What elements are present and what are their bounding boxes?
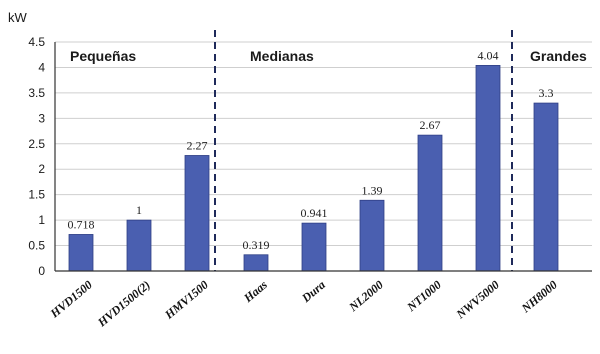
data-label: 0.941 [301,206,328,220]
bar [126,219,152,272]
bar [184,155,210,272]
y-tick-label: 3.5 [28,86,45,100]
y-tick-label: 3 [38,111,45,125]
y-tick-label: 2 [38,162,45,176]
x-tick-label: Haas [240,277,270,305]
bar [359,199,385,272]
bar [533,102,559,272]
data-label: 0.718 [68,217,95,231]
group-dividers [214,30,513,271]
bar [301,222,327,272]
bars [68,65,559,272]
x-tick-label: HVD1500(2) [94,278,153,331]
data-labels: 0.718 1 2.27 0.319 0.941 1.39 2.67 4.04 3.3 [68,48,554,251]
x-tick-label: NL2000 [346,278,386,315]
y-tick-label: 1 [38,213,45,227]
group-label: Medianas [250,48,314,64]
y-tick-label: 4 [38,60,45,74]
unit-label: kW [8,10,28,25]
y-tick-label: 2.5 [28,137,45,151]
data-label: 0.319 [243,238,270,252]
group-labels: Pequeñas Medianas Grandes [70,48,587,64]
data-label: 2.27 [187,138,208,152]
x-tick-label: NT1000 [404,278,444,315]
y-tick-label: 0 [38,264,45,278]
group-label: Grandes [530,48,587,64]
y-tick-label: 4.5 [28,35,45,49]
group-label: Pequeñas [70,48,136,64]
x-tick-label: HMV1500 [161,278,211,323]
data-label: 1.39 [362,183,383,197]
y-axis-ticks: 0 0.5 1 1.5 2 2.5 3 3.5 4 4.5 [28,35,45,278]
bar [243,254,269,272]
x-tick-label: NH8000 [518,278,560,316]
bar [475,65,501,272]
data-label: 3.3 [539,86,554,100]
x-tick-label: HVD1500 [47,278,95,322]
x-tick-label: NWV5000 [453,278,502,322]
bar [417,134,443,272]
data-label: 2.67 [420,118,441,132]
x-tick-label: Dura [298,278,328,306]
data-label: 4.04 [478,48,499,62]
data-label: 1 [136,203,142,217]
y-tick-label: 1.5 [28,188,45,202]
x-axis-labels: HVD1500 HVD1500(2) HMV1500 Haas Dura NL2000 NT… [47,277,560,330]
y-tick-label: 0.5 [28,239,45,253]
bar [68,234,94,272]
